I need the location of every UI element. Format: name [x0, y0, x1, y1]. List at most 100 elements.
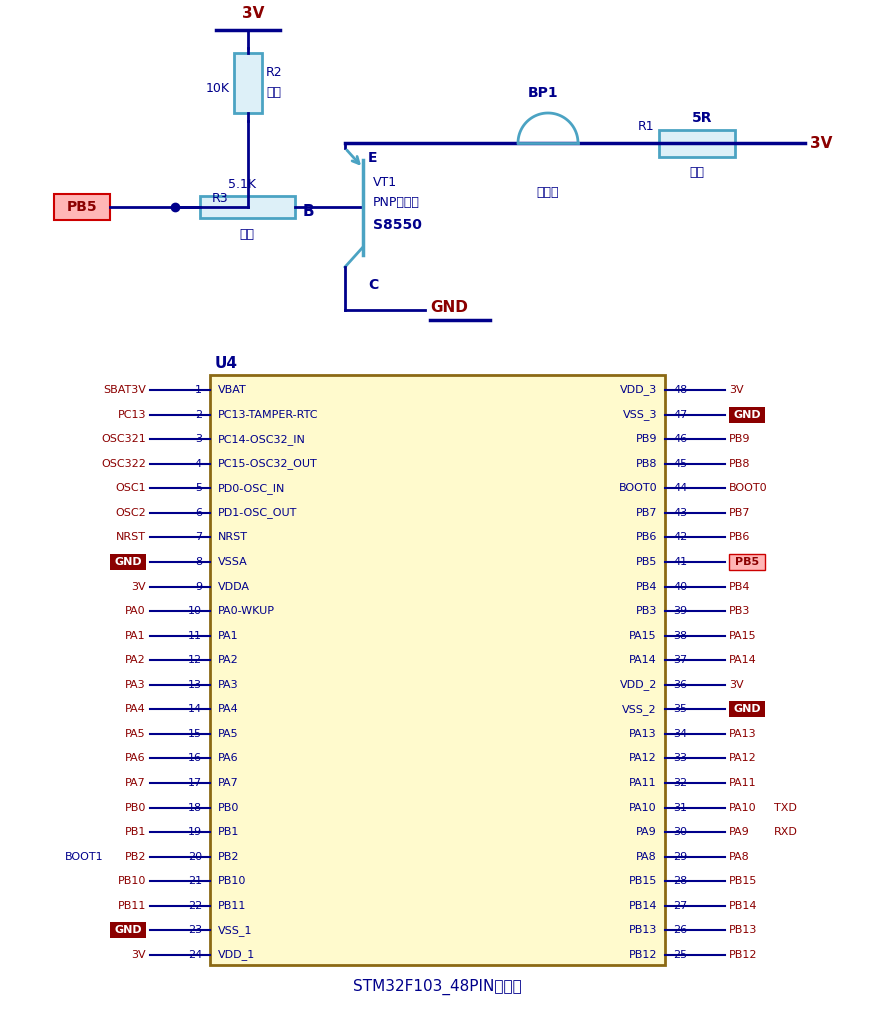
- Text: 3V: 3V: [132, 950, 146, 960]
- Text: 11: 11: [188, 630, 202, 640]
- Text: PA6: PA6: [218, 753, 239, 764]
- Text: 蜂鸣器: 蜂鸣器: [537, 187, 559, 200]
- Text: VBAT: VBAT: [218, 385, 247, 395]
- Text: PB3: PB3: [729, 606, 750, 616]
- Text: PB15: PB15: [729, 877, 757, 887]
- Text: PD1-OSC_OUT: PD1-OSC_OUT: [218, 507, 297, 518]
- Text: 31: 31: [673, 803, 687, 813]
- Text: PB7: PB7: [635, 508, 657, 518]
- Bar: [54, 194, 110, 220]
- Text: 48: 48: [673, 385, 687, 395]
- Bar: [110, 553, 146, 570]
- Text: PB13: PB13: [628, 925, 657, 935]
- Bar: [729, 701, 765, 717]
- Text: PA5: PA5: [125, 729, 146, 739]
- Text: 电阻: 电阻: [266, 87, 281, 100]
- Text: 24: 24: [188, 950, 202, 960]
- Text: U4: U4: [215, 356, 238, 371]
- Text: 5: 5: [195, 483, 202, 493]
- Text: 14: 14: [188, 704, 202, 714]
- Text: PA8: PA8: [729, 851, 749, 862]
- Text: GND: GND: [114, 557, 142, 567]
- Text: PA8: PA8: [636, 851, 657, 862]
- Text: 40: 40: [673, 582, 687, 592]
- Text: PA11: PA11: [629, 778, 657, 788]
- Text: 18: 18: [188, 803, 202, 813]
- Text: PB11: PB11: [117, 901, 146, 911]
- Text: 3V: 3V: [810, 135, 832, 150]
- Text: 39: 39: [673, 606, 687, 616]
- Text: 3: 3: [195, 434, 202, 444]
- Text: 42: 42: [673, 532, 687, 542]
- Text: BOOT0: BOOT0: [619, 483, 657, 493]
- Text: PA3: PA3: [218, 680, 239, 690]
- Text: PA7: PA7: [218, 778, 239, 788]
- Text: BOOT0: BOOT0: [729, 483, 767, 493]
- Text: PA15: PA15: [729, 630, 756, 640]
- Text: 3V: 3V: [242, 6, 264, 21]
- Text: 28: 28: [673, 877, 687, 887]
- Text: 22: 22: [188, 901, 202, 911]
- Text: GND: GND: [733, 410, 761, 419]
- Text: PB2: PB2: [125, 851, 146, 862]
- Text: PB3: PB3: [635, 606, 657, 616]
- Text: OSC1: OSC1: [116, 483, 146, 493]
- Text: 27: 27: [673, 901, 687, 911]
- Text: PA1: PA1: [125, 630, 146, 640]
- Text: PA13: PA13: [729, 729, 756, 739]
- Text: BOOT1: BOOT1: [65, 851, 104, 862]
- Text: R2: R2: [266, 67, 283, 80]
- Text: PB4: PB4: [729, 582, 750, 592]
- Text: OSC321: OSC321: [101, 434, 146, 444]
- Text: PA4: PA4: [218, 704, 239, 714]
- Text: PC13: PC13: [117, 410, 146, 419]
- Text: 30: 30: [673, 827, 687, 837]
- Text: 4: 4: [195, 459, 202, 469]
- Bar: [659, 130, 735, 157]
- Text: 20: 20: [188, 851, 202, 862]
- Text: 23: 23: [188, 925, 202, 935]
- Text: 9: 9: [195, 582, 202, 592]
- Text: PB14: PB14: [729, 901, 757, 911]
- Bar: [110, 922, 146, 938]
- Bar: [200, 196, 295, 218]
- Text: PB11: PB11: [218, 901, 247, 911]
- Text: PNP三极管: PNP三极管: [373, 196, 420, 208]
- Text: 3V: 3V: [729, 385, 744, 395]
- Text: PA5: PA5: [218, 729, 239, 739]
- Text: 45: 45: [673, 459, 687, 469]
- Bar: [234, 53, 262, 113]
- Text: 10K: 10K: [206, 82, 230, 95]
- Text: 8: 8: [195, 557, 202, 567]
- Text: 21: 21: [188, 877, 202, 887]
- Text: PC15-OSC32_OUT: PC15-OSC32_OUT: [218, 459, 318, 470]
- Text: 6: 6: [195, 508, 202, 518]
- Text: PB4: PB4: [635, 582, 657, 592]
- Text: PA1: PA1: [218, 630, 239, 640]
- Text: PB2: PB2: [218, 851, 239, 862]
- Text: PB5: PB5: [67, 200, 97, 214]
- Text: PA10: PA10: [629, 803, 657, 813]
- Text: VSS_2: VSS_2: [622, 704, 657, 715]
- Text: 32: 32: [673, 778, 687, 788]
- Text: VSSA: VSSA: [218, 557, 247, 567]
- Text: PA14: PA14: [629, 655, 657, 666]
- Text: PB14: PB14: [628, 901, 657, 911]
- Bar: [210, 375, 665, 965]
- Text: 26: 26: [673, 925, 687, 935]
- Text: PA14: PA14: [729, 655, 756, 666]
- Text: PA7: PA7: [125, 778, 146, 788]
- Text: 16: 16: [188, 753, 202, 764]
- Text: 3V: 3V: [132, 582, 146, 592]
- Text: 2: 2: [195, 410, 202, 419]
- Text: PB8: PB8: [635, 459, 657, 469]
- Text: VSS_3: VSS_3: [622, 409, 657, 420]
- Text: 15: 15: [188, 729, 202, 739]
- Text: PA2: PA2: [125, 655, 146, 666]
- Text: B: B: [303, 203, 315, 218]
- Text: VSS_1: VSS_1: [218, 925, 253, 936]
- Text: 13: 13: [188, 680, 202, 690]
- Text: 17: 17: [188, 778, 202, 788]
- Text: PB15: PB15: [628, 877, 657, 887]
- Text: PB9: PB9: [729, 434, 750, 444]
